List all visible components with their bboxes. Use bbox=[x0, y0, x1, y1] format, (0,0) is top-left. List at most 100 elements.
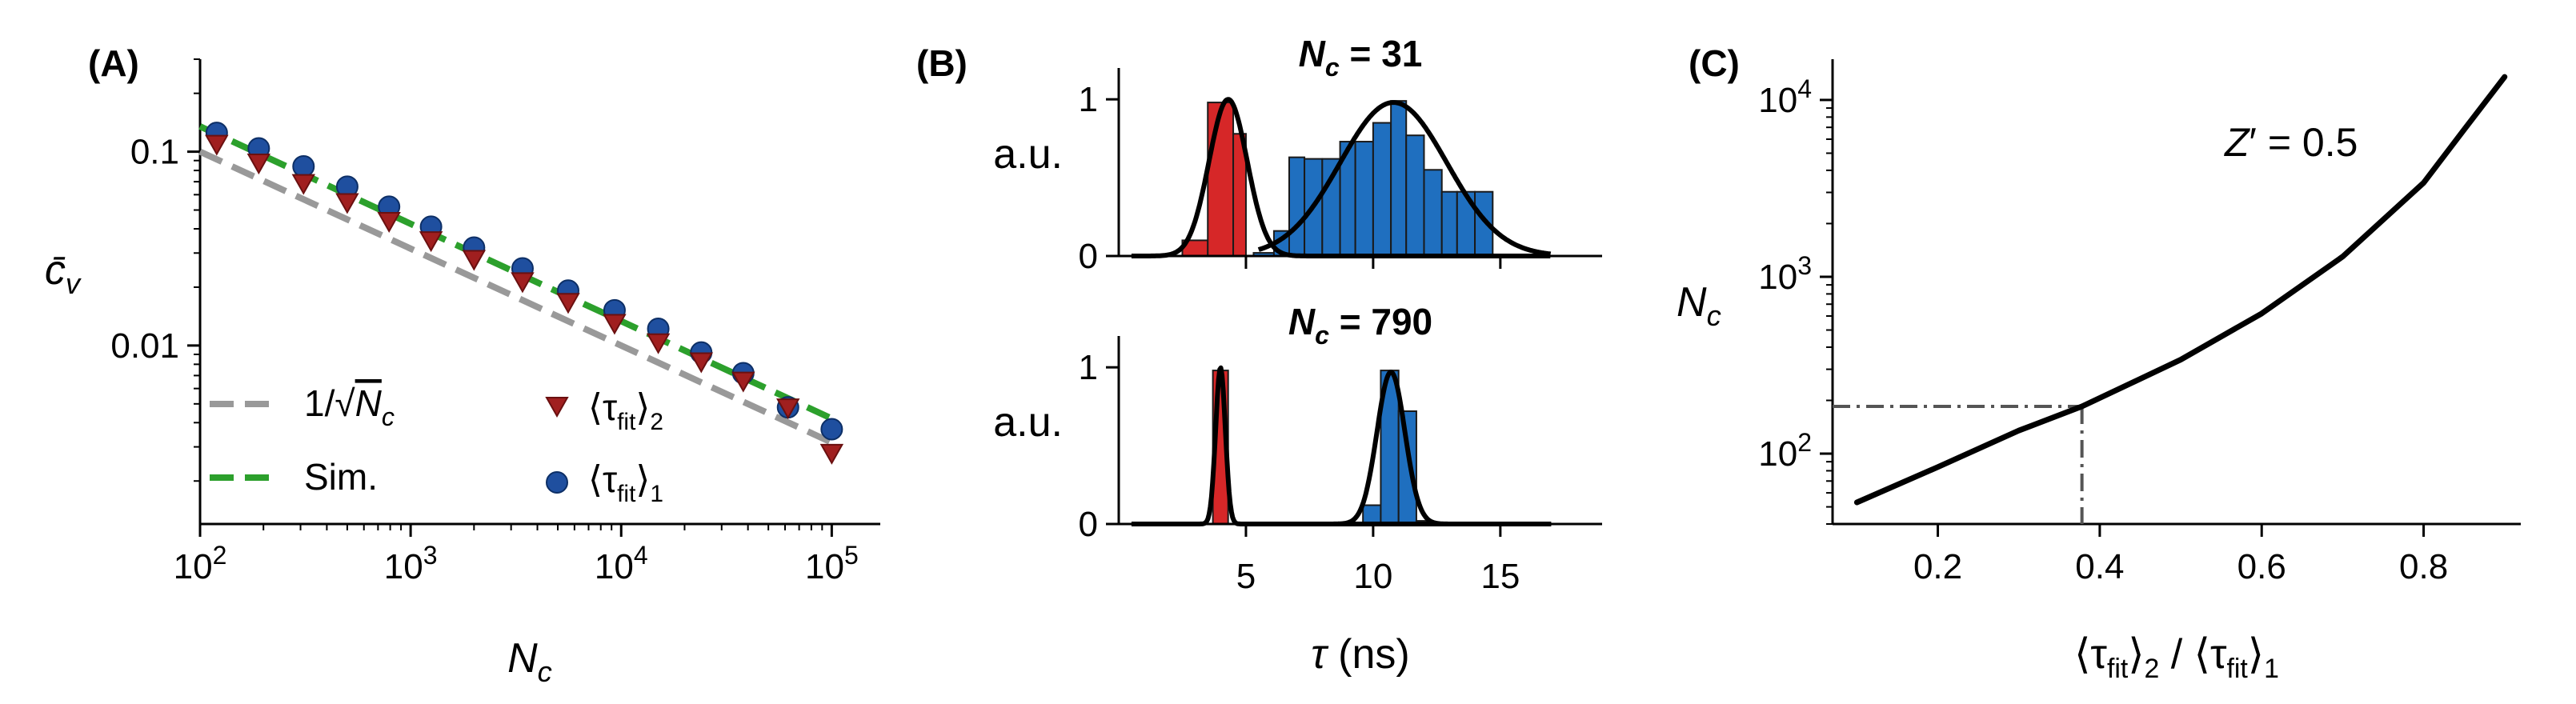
histogram-bar-blue bbox=[1405, 134, 1425, 257]
panel-a-chart: (A)102 103 104 1050.10.01Ncc̄v1/√NcSim.⟨τfi… bbox=[45, 42, 880, 688]
tau2-marker bbox=[377, 211, 401, 234]
label-variable: N bbox=[1677, 279, 1707, 326]
x-tick-label: 10 bbox=[1353, 557, 1392, 596]
label-unit: (ns) bbox=[1327, 631, 1410, 678]
histogram-subplot: Nc = 790 0 1 a.u. bbox=[993, 301, 1602, 544]
histogram-bar-blue bbox=[1321, 158, 1341, 257]
legend-tau2-marker bbox=[545, 397, 569, 418]
label-subscript: c bbox=[538, 655, 552, 688]
gaussian-fit-curve bbox=[1282, 370, 1553, 526]
histogram-bar-blue bbox=[1440, 190, 1458, 257]
legend-subscript: 2 bbox=[650, 409, 663, 435]
y-tick-label: 0.1 bbox=[130, 133, 179, 172]
tick-base: 10 bbox=[1758, 81, 1797, 120]
label-subscript: v bbox=[66, 267, 82, 300]
tau2-marker bbox=[731, 371, 755, 393]
label-text: ⟨τ bbox=[2074, 631, 2107, 678]
histogram-bar-blue bbox=[1390, 100, 1408, 257]
x-axis-label: τ (ns) bbox=[1311, 631, 1409, 678]
histogram-bar-blue bbox=[1354, 141, 1374, 257]
tau2-marker bbox=[603, 314, 627, 335]
histogram-bar-blue bbox=[1288, 156, 1306, 257]
tick-exponent: 3 bbox=[1797, 251, 1812, 280]
nc-curve bbox=[1853, 74, 2508, 506]
z-prime-annotation: Z′ = 0.5 bbox=[2224, 120, 2358, 165]
tau2-marker bbox=[689, 352, 713, 374]
panel-b-chart: (B) Nc = 31 0 1 a.u. Nc = 790 0 1 a.u. 5 10 15 τ (ns… bbox=[916, 33, 1602, 678]
y-axis-label: a.u. bbox=[993, 399, 1063, 446]
label-text: ⟩ bbox=[2248, 631, 2264, 678]
legend-text: 1/ bbox=[304, 382, 335, 424]
y-axis-label: a.u. bbox=[993, 131, 1063, 178]
title-variable: N bbox=[1288, 301, 1316, 342]
legend-variable: N bbox=[355, 382, 383, 424]
label-variable: N bbox=[507, 635, 538, 682]
y-tick-label: 104 bbox=[1758, 74, 1812, 120]
y-tick-label: 0 bbox=[1079, 237, 1098, 276]
histogram-bar-blue bbox=[1372, 122, 1392, 257]
legend-subscript: fit bbox=[617, 481, 636, 507]
histogram-bar-red bbox=[1207, 102, 1235, 257]
y-axis-label: c̄v bbox=[45, 247, 82, 300]
legend-tau2-label: ⟨τfit⟩2 bbox=[588, 386, 663, 435]
annotation-variable: Z bbox=[2224, 120, 2250, 165]
x-tick-label: 104 bbox=[595, 541, 648, 586]
legend-subscript: fit bbox=[617, 409, 636, 435]
tau1-marker bbox=[820, 418, 843, 441]
x-tick-label: 0.4 bbox=[2075, 547, 2124, 586]
tau2-marker bbox=[556, 293, 580, 314]
histogram-bar-blue bbox=[1362, 504, 1382, 525]
tick-exponent: 4 bbox=[634, 541, 648, 570]
tau2-marker bbox=[205, 134, 229, 156]
tau2-marker bbox=[246, 154, 271, 175]
x-tick-label: 102 bbox=[174, 541, 227, 586]
legend-sqrt-symbol: √ bbox=[335, 382, 355, 424]
legend-text: ⟩ bbox=[635, 458, 650, 500]
y-tick-label: 1 bbox=[1079, 80, 1098, 119]
sqrt-reference-line bbox=[198, 148, 834, 446]
tau2-marker bbox=[419, 231, 443, 253]
label-subscript: fit bbox=[2227, 654, 2249, 684]
y-tick-label: 0.01 bbox=[110, 326, 179, 366]
y-tick-label: 103 bbox=[1758, 251, 1812, 297]
tick-exponent: 4 bbox=[1797, 74, 1812, 103]
panel-label-b: (B) bbox=[916, 42, 968, 84]
tau1-marker bbox=[292, 154, 315, 178]
x-tick-label: 5 bbox=[1236, 557, 1256, 596]
x-tick-label: 0.8 bbox=[2399, 547, 2448, 586]
tick-exponent: 2 bbox=[1797, 428, 1812, 457]
tick-base: 10 bbox=[1758, 434, 1797, 474]
tau2-marker bbox=[291, 174, 316, 195]
subplot-title: Nc = 31 bbox=[1299, 33, 1423, 82]
legend-text: ⟨τ bbox=[588, 386, 617, 428]
y-tick-label: 1 bbox=[1079, 348, 1098, 387]
annotation-value: ′ = 0.5 bbox=[2249, 120, 2358, 165]
tick-base: 10 bbox=[384, 547, 423, 586]
label-subscript: fit bbox=[2107, 654, 2129, 684]
legend-text: ⟩ bbox=[635, 386, 650, 428]
y-tick-label: 102 bbox=[1758, 428, 1812, 474]
gaussian-fit-curve bbox=[1130, 365, 1552, 526]
tau2-marker bbox=[776, 398, 800, 420]
x-axis-label: ⟨τfit⟩2 / ⟨τfit⟩1 bbox=[2074, 631, 2279, 684]
tau2-marker bbox=[819, 443, 844, 465]
label-subscript: 2 bbox=[2145, 654, 2160, 684]
tau2-marker bbox=[511, 272, 535, 294]
label-subscript: c bbox=[1707, 299, 1721, 332]
x-tick-label: 103 bbox=[384, 541, 438, 586]
subplot-title: Nc = 790 bbox=[1288, 301, 1432, 350]
legend-subscript: 1 bbox=[650, 481, 663, 507]
tau2-marker bbox=[335, 193, 359, 214]
tick-base: 10 bbox=[595, 547, 634, 586]
x-tick-label: 0.6 bbox=[2237, 547, 2286, 586]
tick-base: 10 bbox=[805, 547, 844, 586]
histogram-subplot: Nc = 31 0 1 a.u. bbox=[993, 33, 1602, 276]
y-axis-label: Nc bbox=[1677, 279, 1721, 332]
legend-tau1-label: ⟨τfit⟩1 bbox=[588, 458, 663, 507]
x-tick-label: 0.2 bbox=[1913, 547, 1962, 586]
tick-exponent: 5 bbox=[844, 541, 859, 570]
legend-sqrt-label: 1/√Nc bbox=[304, 382, 395, 431]
